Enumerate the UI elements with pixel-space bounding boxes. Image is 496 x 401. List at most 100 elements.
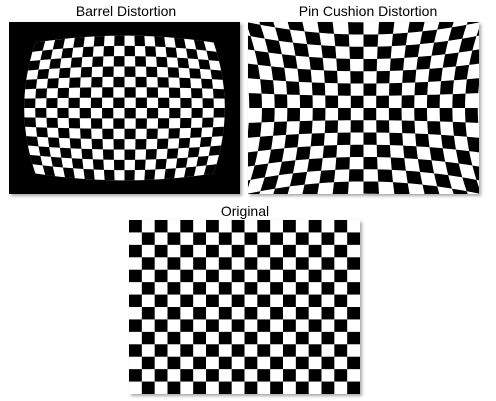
checker-square (257, 269, 271, 283)
original-title: Original (220, 203, 270, 219)
checker-square (402, 69, 417, 83)
checker-square (278, 160, 296, 176)
checker-square (469, 49, 479, 65)
barrel-checkerboard (9, 22, 240, 194)
checker-square (158, 97, 170, 108)
checker-square (113, 159, 125, 171)
checker-square (59, 147, 72, 159)
checker-square (407, 22, 425, 33)
checker-square (334, 244, 348, 258)
checker-square (334, 319, 348, 332)
checker-square (334, 33, 350, 47)
checker-square (145, 149, 157, 160)
checker-square (206, 369, 219, 382)
checker-square (208, 145, 222, 156)
checker-square (206, 220, 219, 233)
checker-square (297, 68, 312, 83)
checker-square (295, 381, 309, 394)
checker-square (193, 307, 206, 320)
checker-square (270, 257, 283, 270)
checker-square (466, 136, 479, 153)
checker-square (363, 34, 379, 47)
checker-square (193, 381, 206, 394)
checker-square (295, 232, 309, 245)
checker-square (323, 70, 338, 84)
checker-square (248, 151, 258, 167)
checker-square (309, 56, 324, 71)
checker-square (465, 78, 479, 94)
checker-square (275, 27, 293, 43)
checker-square (49, 58, 62, 69)
checker-square (211, 126, 224, 137)
checker-square (244, 257, 258, 270)
checker-square (434, 173, 452, 189)
checker-square (201, 117, 214, 128)
checker-square (264, 38, 282, 55)
checker-square (206, 244, 219, 258)
checker-square (347, 307, 360, 320)
checker-square (298, 120, 313, 135)
checker-square (324, 120, 338, 134)
checker-square (295, 146, 311, 161)
checker-square (281, 54, 298, 69)
checker-square (134, 35, 146, 47)
checker-square (129, 369, 142, 382)
checker-square (212, 88, 225, 99)
checker-square (24, 117, 37, 128)
checker-square (244, 331, 258, 345)
checker-square (257, 369, 271, 382)
pincushion-distortion-panel (248, 22, 479, 194)
checker-square (167, 282, 181, 295)
checker-square (129, 269, 142, 283)
checker-square (92, 56, 104, 67)
checker-square (363, 83, 377, 96)
checker-square (348, 22, 364, 35)
checker-square (91, 76, 103, 88)
checker-square (80, 66, 93, 78)
checker-square (35, 88, 48, 99)
checker-square (81, 148, 93, 160)
checker-square (416, 55, 432, 70)
checker-square (391, 32, 408, 47)
checker-square (452, 93, 466, 108)
checker-square (141, 257, 155, 270)
checker-square (46, 117, 59, 128)
checker-square (401, 120, 416, 134)
checker-square (203, 164, 217, 175)
checker-square (180, 369, 194, 382)
checker-square (179, 77, 191, 89)
checker-square (462, 177, 479, 194)
checker-square (347, 232, 360, 245)
checker-square (218, 257, 232, 270)
checker-square (376, 120, 390, 133)
checker-square (321, 307, 335, 320)
checker-square (337, 83, 351, 96)
pincushion-checkerboard (248, 22, 479, 194)
checker-square (180, 244, 194, 258)
checker-square (167, 307, 181, 320)
checker-square (287, 108, 301, 122)
checker-square (186, 48, 199, 60)
checker-square (350, 71, 364, 84)
checker-square (445, 161, 463, 178)
original-squares (129, 220, 360, 394)
checker-square (146, 87, 159, 98)
checker-square (363, 108, 377, 121)
checker-square (129, 294, 142, 307)
checker-square (350, 120, 364, 133)
checker-square (52, 38, 65, 50)
checker-square (321, 45, 337, 59)
checker-square (295, 257, 309, 270)
checker-square (157, 118, 170, 129)
checker-square (283, 220, 296, 233)
checker-square (319, 169, 336, 184)
checker-square (248, 179, 251, 188)
checker-square (193, 232, 206, 245)
checker-square (292, 42, 310, 57)
checker-square (167, 67, 180, 78)
checker-square (363, 156, 378, 170)
checker-square (363, 132, 377, 145)
checker-square (268, 148, 285, 164)
checker-square (144, 169, 156, 181)
checker-square (390, 157, 406, 171)
